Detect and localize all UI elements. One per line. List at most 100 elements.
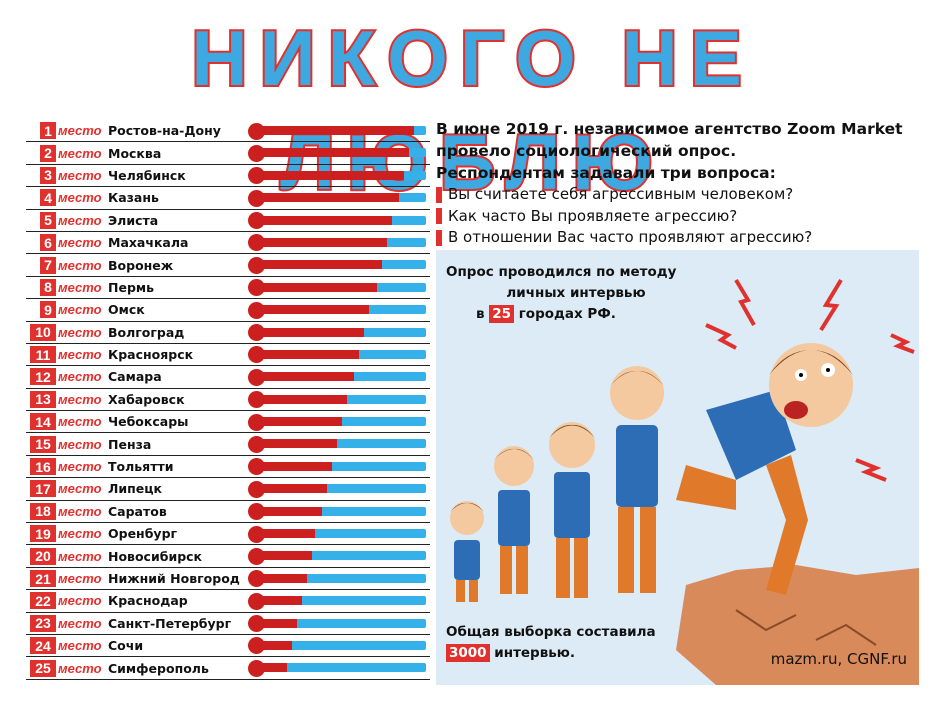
bar-track (258, 237, 426, 247)
ranking-row: 1 место Ростов-на-Дону (26, 120, 430, 143)
bar-knob (248, 346, 265, 364)
ranking-row: 16 место Тольятти (26, 456, 430, 479)
city-name: Саратов (108, 503, 167, 519)
bar-track (258, 148, 426, 158)
method-line: Опрос проводился по методу (446, 264, 677, 280)
place-label: место (58, 638, 102, 654)
bar-track (258, 193, 426, 203)
rank-number: 14 (30, 413, 56, 431)
place-label: место (58, 257, 102, 273)
question-item: В отношении Вас часто проявляют агрессию… (436, 227, 941, 249)
rank-number: 11 (30, 346, 56, 364)
bar-fill (258, 215, 393, 225)
bar-fill (258, 439, 337, 449)
ranking-row: 2 место Москва (26, 142, 430, 165)
bar-fill (258, 170, 405, 180)
rank-number: 2 (40, 144, 56, 162)
place-label: место (58, 660, 102, 676)
bar-track (258, 461, 426, 471)
place-label: место (58, 615, 102, 631)
method-line: личных интервью (506, 285, 646, 301)
place-label: место (58, 279, 102, 295)
bar-knob (248, 435, 265, 453)
city-name: Хабаровск (108, 391, 185, 407)
ranking-row: 14 место Чебоксары (26, 411, 430, 434)
ranking-row: 19 место Оренбург (26, 523, 430, 546)
rank-number: 25 (30, 659, 56, 677)
bar-knob (248, 592, 265, 610)
bullet-marker (436, 186, 442, 203)
bar-fill (258, 372, 354, 382)
bar-knob (248, 144, 265, 162)
bar-fill (258, 640, 292, 650)
bar-track (258, 327, 426, 337)
method-prefix: в (476, 306, 485, 322)
bar-knob (248, 279, 265, 297)
city-name: Москва (108, 145, 162, 161)
ranking-row: 9 место Омск (26, 299, 430, 322)
question-text: Вы считаете себя агрессивным человеком? (448, 185, 794, 203)
method-note: Опрос проводился по методу личных интерв… (446, 262, 706, 325)
bar-knob (248, 212, 265, 230)
place-label: место (58, 436, 102, 452)
rank-number: 4 (40, 189, 56, 207)
survey-intro: В июне 2019 г. независимое агентство Zoo… (436, 118, 941, 249)
city-name: Самара (108, 369, 162, 385)
ranking-row: 18 место Саратов (26, 501, 430, 524)
rank-number: 17 (30, 480, 56, 498)
rank-number: 3 (40, 166, 56, 184)
city-name: Омск (108, 302, 145, 318)
place-label: место (58, 167, 102, 183)
city-name: Новосибирск (108, 548, 203, 564)
question-item: Вы считаете себя агрессивным человеком? (436, 184, 941, 206)
place-label: место (58, 302, 102, 318)
bar-fill (258, 506, 322, 516)
bar-knob (248, 637, 265, 655)
bar-fill (258, 596, 302, 606)
source-credit: mazm.ru, CGNF.ru (770, 650, 907, 668)
city-ranking-chart: 1 место Ростов-на-Дону 2 место Москва 3 место Че… (26, 120, 430, 680)
ranking-row: 13 место Хабаровск (26, 389, 430, 412)
rank-number: 20 (30, 547, 56, 565)
bar-fill (258, 551, 312, 561)
city-name: Красноярск (108, 347, 194, 363)
bar-fill (258, 126, 415, 135)
bar-knob (248, 503, 265, 521)
bar-track (258, 372, 426, 382)
place-label: место (58, 481, 102, 497)
bar-knob (248, 391, 265, 409)
rank-number: 7 (40, 256, 56, 274)
intro-line: В июне 2019 г. независимое агентство Zoo… (436, 120, 903, 138)
city-name: Чебоксары (108, 414, 189, 430)
bar-fill (258, 260, 383, 270)
ranking-row: 17 место Липецк (26, 478, 430, 501)
ranking-row: 23 место Санкт-Петербург (26, 613, 430, 635)
rank-number: 9 (40, 301, 56, 319)
bar-track (258, 439, 426, 449)
bar-knob (248, 324, 265, 342)
city-name: Сочи (108, 638, 144, 654)
ranking-row: 5 место Элиста (26, 210, 430, 232)
method-suffix: городах РФ. (518, 306, 616, 322)
city-name: Элиста (108, 212, 159, 228)
question-text: Как часто Вы проявляете агрессию? (448, 206, 738, 225)
city-name: Нижний Новгород (108, 571, 240, 586)
place-label: место (58, 503, 102, 519)
bar-knob (248, 570, 265, 588)
place-label: место (58, 414, 102, 430)
bar-knob (248, 413, 265, 431)
sample-line: Общая выборка составила (446, 624, 656, 640)
bar-fill (258, 484, 327, 494)
bar-fill (258, 461, 332, 471)
rank-number: 23 (30, 614, 56, 632)
bar-track (258, 126, 426, 135)
bar-fill (258, 573, 307, 583)
bar-track (258, 506, 426, 516)
rank-number: 22 (30, 592, 56, 610)
rank-number: 12 (30, 368, 56, 386)
info-panel: Опрос проводился по методу личных интерв… (436, 250, 919, 685)
bar-knob (248, 458, 265, 476)
bar-fill (258, 349, 359, 359)
place-label: место (58, 123, 102, 139)
bar-fill (258, 618, 297, 628)
